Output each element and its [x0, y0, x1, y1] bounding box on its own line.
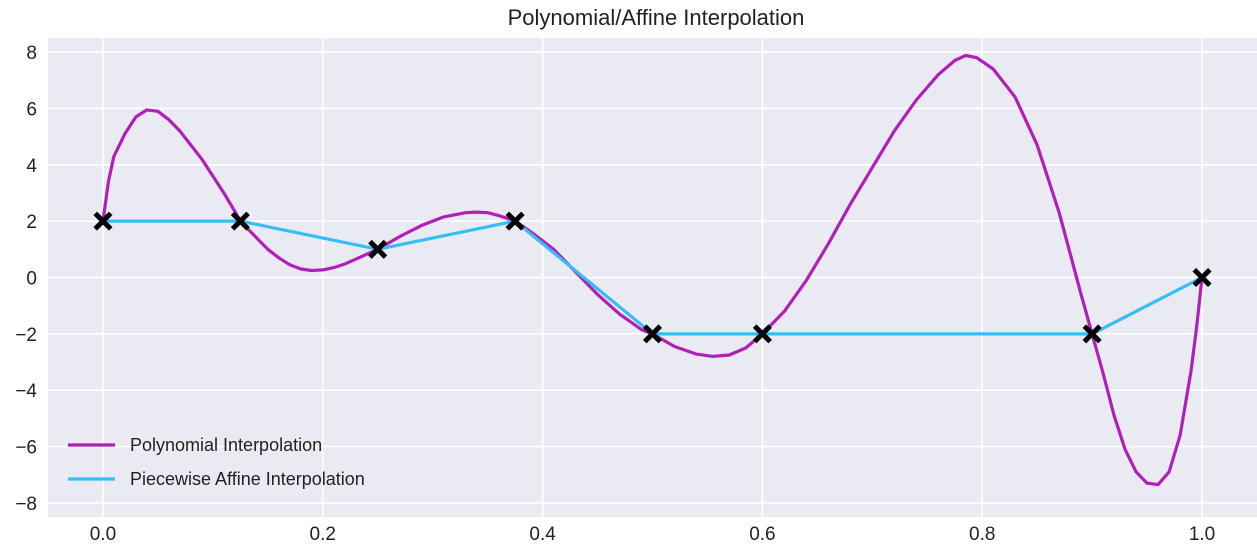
y-tick-label: 0 [26, 269, 37, 290]
polynomial-interpolation-line [101, 53, 1204, 487]
data-point-marker [93, 211, 113, 231]
data-point-marker [1082, 324, 1102, 344]
data-point-marker [1192, 267, 1212, 288]
x-tick-label: 0.8 [969, 524, 995, 545]
data-point-marker [368, 239, 388, 259]
series-layer [93, 53, 1212, 487]
legend-label: Polynomial Interpolation [130, 435, 322, 455]
x-tick-label: 0.4 [529, 524, 556, 545]
y-tick-label: −6 [15, 438, 37, 459]
y-tick-label: 4 [26, 156, 37, 177]
y-tick-label: −2 [15, 325, 37, 346]
legend-label: Piecewise Affine Interpolation [130, 469, 365, 489]
chart-title: Polynomial/Affine Interpolation [508, 5, 805, 30]
y-tick-label: −8 [15, 494, 37, 515]
y-tick-label: −4 [15, 381, 37, 402]
y-tick-label: 6 [26, 99, 37, 120]
legend: Polynomial Interpolation Piecewise Affine… [68, 435, 365, 489]
x-tick-label: 0.0 [90, 524, 116, 545]
data-point-marker [505, 211, 525, 231]
data-point-marker [752, 324, 772, 344]
data-point-marker [642, 324, 663, 344]
x-tick-label: 0.2 [310, 524, 336, 545]
data-point-marker [230, 211, 250, 231]
piecewise-affine-line [101, 219, 1204, 336]
x-tick-label: 1.0 [1189, 524, 1215, 545]
x-tick-label: 0.6 [749, 524, 775, 545]
axis-tick-labels: 0.0 0.2 0.4 0.6 0.8 1.0 −8 −6 −4 −2 0 2 4 6 8 [15, 43, 1215, 545]
legend-item: Piecewise Affine Interpolation [68, 469, 365, 489]
y-tick-label: 2 [26, 212, 37, 233]
y-tick-label: 8 [26, 43, 37, 64]
legend-item: Polynomial Interpolation [68, 435, 322, 455]
